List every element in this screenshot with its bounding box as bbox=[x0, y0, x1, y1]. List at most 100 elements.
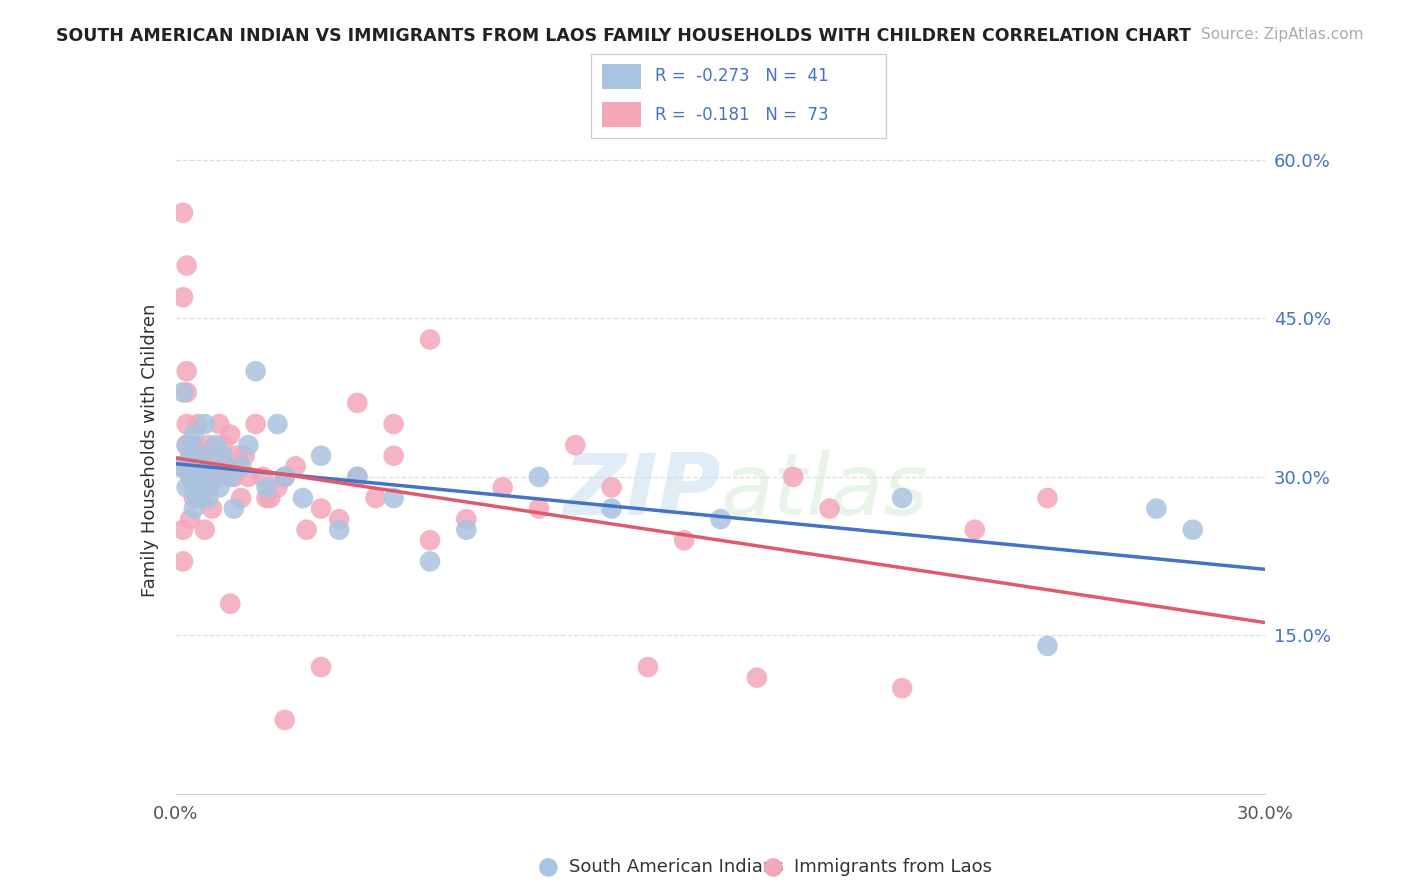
Point bbox=[1181, 523, 1204, 537]
Point bbox=[194, 459, 217, 474]
FancyBboxPatch shape bbox=[602, 63, 641, 89]
Point bbox=[186, 491, 209, 505]
Point bbox=[194, 459, 217, 474]
Point bbox=[219, 470, 242, 484]
Point bbox=[238, 438, 260, 452]
Point bbox=[346, 470, 368, 484]
Point bbox=[172, 385, 194, 400]
Point bbox=[176, 438, 198, 452]
Point bbox=[183, 459, 205, 474]
Point bbox=[179, 449, 201, 463]
Point bbox=[328, 512, 350, 526]
Point bbox=[266, 480, 288, 494]
Point bbox=[212, 449, 235, 463]
Point bbox=[226, 449, 249, 463]
Point bbox=[190, 480, 212, 494]
Point bbox=[818, 501, 841, 516]
Point bbox=[419, 533, 441, 548]
Point bbox=[169, 459, 191, 474]
Point bbox=[194, 523, 217, 537]
Point bbox=[328, 523, 350, 537]
Point bbox=[527, 470, 550, 484]
Y-axis label: Family Households with Children: Family Households with Children bbox=[141, 304, 159, 597]
Point bbox=[169, 459, 191, 474]
Point bbox=[208, 470, 231, 484]
Point bbox=[201, 470, 224, 484]
Point bbox=[295, 523, 318, 537]
Point bbox=[245, 364, 267, 378]
Point bbox=[197, 491, 219, 505]
Point bbox=[231, 491, 253, 505]
Point bbox=[1146, 501, 1168, 516]
Point bbox=[176, 364, 198, 378]
Point bbox=[222, 470, 245, 484]
Point bbox=[231, 459, 253, 474]
Point bbox=[172, 290, 194, 304]
Point bbox=[179, 449, 201, 463]
Point bbox=[537, 860, 560, 874]
Point bbox=[179, 470, 201, 484]
Point bbox=[197, 438, 219, 452]
FancyBboxPatch shape bbox=[602, 102, 641, 128]
Point bbox=[183, 438, 205, 452]
Point bbox=[172, 205, 194, 219]
Point bbox=[456, 512, 478, 526]
Point bbox=[176, 385, 198, 400]
Point bbox=[238, 470, 260, 484]
Point bbox=[190, 470, 212, 484]
Point bbox=[266, 417, 288, 431]
Point bbox=[274, 470, 297, 484]
Text: Immigrants from Laos: Immigrants from Laos bbox=[794, 858, 993, 877]
Point bbox=[346, 470, 368, 484]
Point bbox=[208, 417, 231, 431]
Point bbox=[419, 554, 441, 568]
Point bbox=[745, 671, 768, 685]
Point bbox=[186, 417, 209, 431]
Point bbox=[190, 459, 212, 474]
Point bbox=[346, 396, 368, 410]
Point bbox=[176, 480, 198, 494]
Point bbox=[179, 470, 201, 484]
Point bbox=[219, 597, 242, 611]
Point bbox=[382, 417, 405, 431]
Point bbox=[219, 427, 242, 442]
Point bbox=[183, 480, 205, 494]
Text: ZIP: ZIP bbox=[562, 450, 721, 533]
Text: Source: ZipAtlas.com: Source: ZipAtlas.com bbox=[1201, 27, 1364, 42]
Point bbox=[419, 333, 441, 347]
Point bbox=[176, 438, 198, 452]
Point bbox=[176, 259, 198, 273]
Point bbox=[673, 533, 696, 548]
Point bbox=[259, 491, 281, 505]
Point bbox=[208, 480, 231, 494]
Point bbox=[564, 438, 586, 452]
Point bbox=[284, 459, 307, 474]
Point bbox=[600, 480, 623, 494]
Point bbox=[179, 512, 201, 526]
Point bbox=[637, 660, 659, 674]
Point bbox=[183, 501, 205, 516]
Point bbox=[309, 660, 332, 674]
Point bbox=[201, 501, 224, 516]
Point bbox=[233, 449, 256, 463]
Point bbox=[212, 438, 235, 452]
Point bbox=[309, 449, 332, 463]
Point bbox=[245, 417, 267, 431]
Point bbox=[190, 449, 212, 463]
Point bbox=[172, 523, 194, 537]
Point bbox=[891, 681, 914, 696]
Text: South American Indians: South American Indians bbox=[569, 858, 785, 877]
Point bbox=[1036, 639, 1059, 653]
Point bbox=[186, 470, 209, 484]
Point bbox=[382, 491, 405, 505]
Point bbox=[176, 417, 198, 431]
Point bbox=[183, 491, 205, 505]
Point bbox=[215, 459, 238, 474]
Point bbox=[256, 480, 278, 494]
Point bbox=[291, 491, 314, 505]
Point bbox=[364, 491, 387, 505]
Point bbox=[527, 501, 550, 516]
Point bbox=[194, 417, 217, 431]
Point bbox=[183, 427, 205, 442]
Point bbox=[194, 449, 217, 463]
